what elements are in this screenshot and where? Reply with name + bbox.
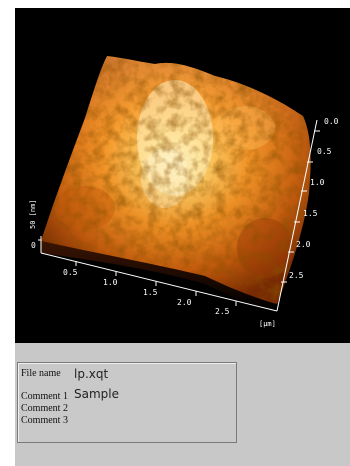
- y-tick-label: 0.5: [317, 147, 332, 156]
- file-name-value: lp.xqt: [74, 367, 109, 381]
- comment1-label: Comment 1: [21, 391, 68, 402]
- surface-plot-svg: 0.5 1.0 1.5 2.0 2.5 0.0 0.5 1.0 1.5 2.0 …: [29, 56, 339, 328]
- x-tick-label: 1.0: [103, 278, 118, 287]
- y-tick-label: 2.5: [289, 271, 304, 280]
- plot-axes: [38, 119, 320, 312]
- y-tick-label: 2.0: [296, 240, 311, 249]
- comment3-label: Comment 3: [21, 415, 68, 426]
- x-tick-label: 1.5: [143, 288, 158, 297]
- y-tick-label: 1.5: [303, 209, 318, 218]
- comment1-value: Sample: [74, 387, 119, 401]
- y-tick-label: 0.0: [324, 117, 339, 126]
- file-name-label: File name: [21, 368, 61, 379]
- x-tick-label: 2.5: [215, 307, 230, 316]
- surface-front-edge: [41, 241, 277, 311]
- z-axis-label: 50 [nm]: [29, 199, 37, 229]
- unit-label: [µm]: [259, 320, 276, 328]
- z-tick-label: 0: [31, 241, 36, 250]
- x-tick-label: 2.0: [177, 298, 192, 307]
- y-tick-label: 1.0: [310, 178, 325, 187]
- surface-plot-viewport: 0.5 1.0 1.5 2.0 2.5 0.0 0.5 1.0 1.5 2.0 …: [15, 8, 350, 343]
- x-tick-label: 0.5: [63, 268, 78, 277]
- info-panel: File name lp.xqt Comment 1 Sample Commen…: [15, 343, 350, 466]
- file-info-box: File name lp.xqt Comment 1 Sample Commen…: [17, 362, 237, 443]
- comment2-label: Comment 2: [21, 403, 68, 414]
